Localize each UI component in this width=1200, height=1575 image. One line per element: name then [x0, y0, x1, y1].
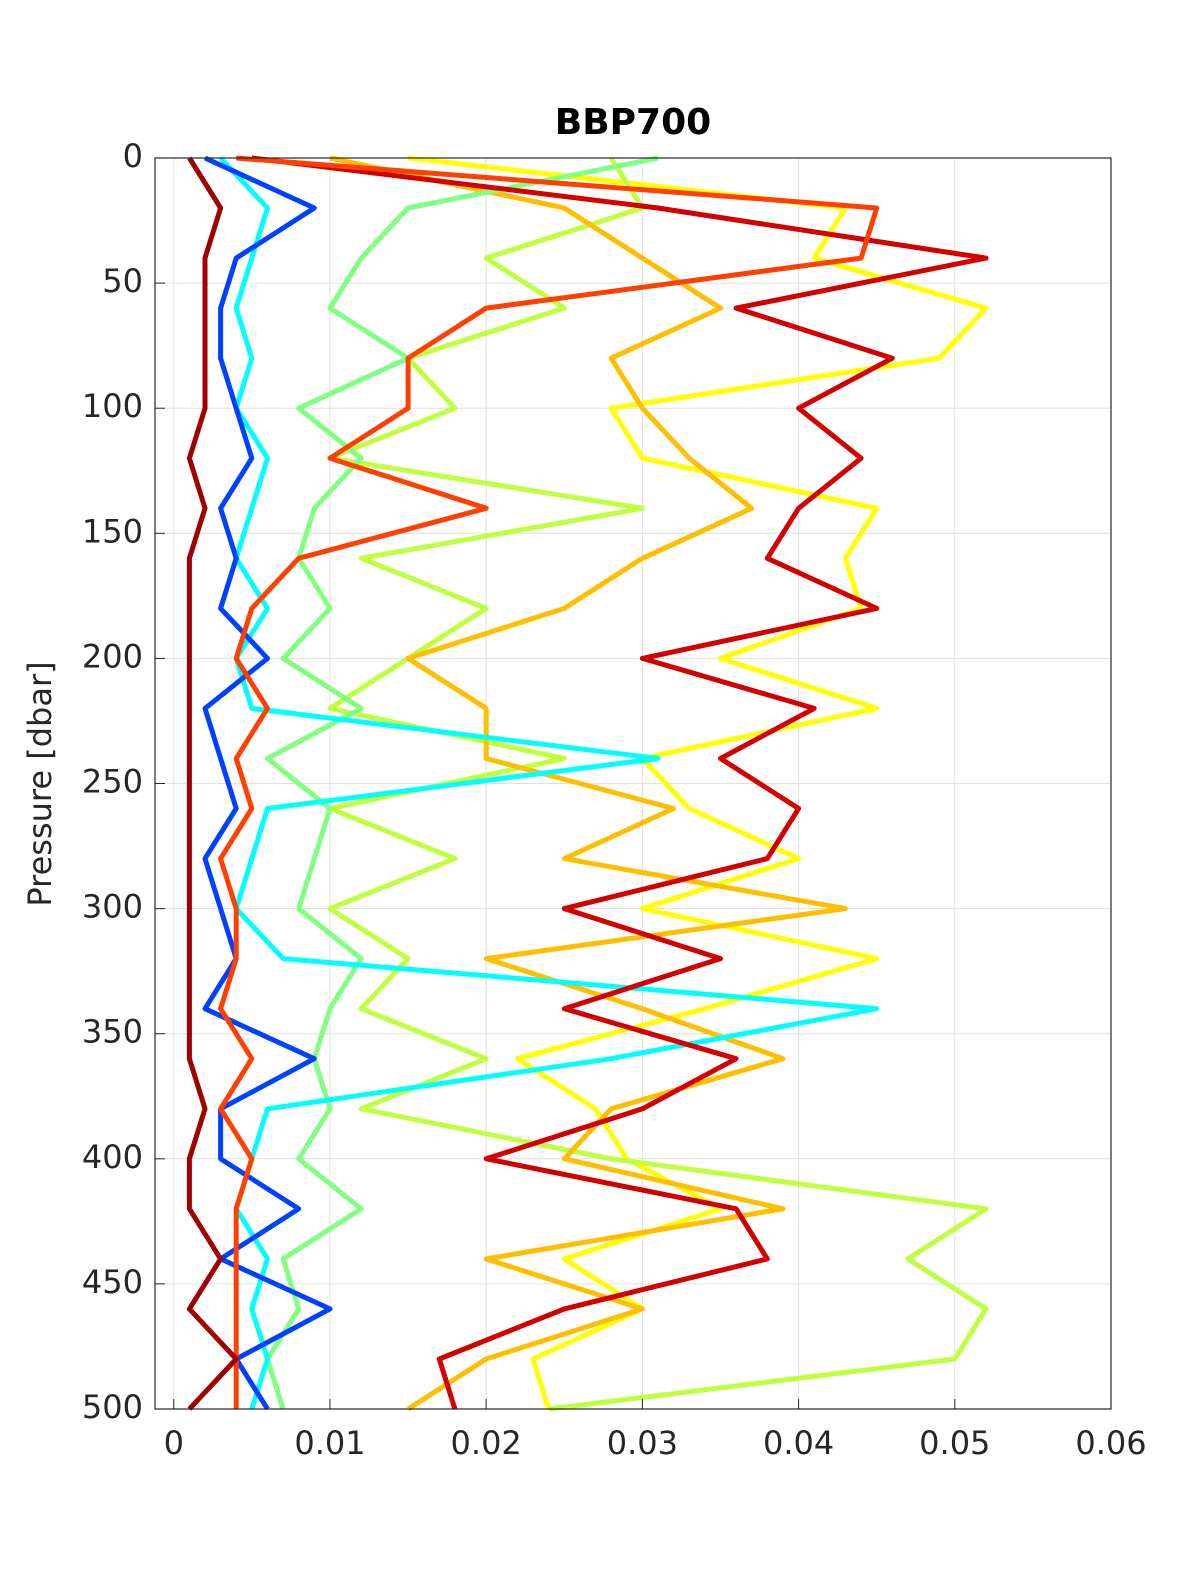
x-tick-label: 0 [164, 1424, 184, 1462]
y-tick-label: 150 [82, 512, 143, 550]
y-tick-label: 450 [82, 1263, 143, 1301]
y-tick-label: 0 [123, 137, 143, 175]
x-tick-label: 0.06 [1075, 1424, 1146, 1462]
x-tick-label: 0.03 [607, 1424, 678, 1462]
y-tick-label: 300 [82, 888, 143, 926]
profile-line [251, 155, 989, 1410]
y-tick-label: 100 [82, 387, 143, 425]
y-tick-label: 250 [82, 763, 143, 801]
y-tick-label: 350 [82, 1013, 143, 1051]
y-tick-label: 50 [102, 262, 143, 300]
profile-line [218, 155, 880, 1409]
profile-line [186, 156, 239, 1411]
profile-line [202, 155, 333, 1411]
y-tick-label: 400 [82, 1138, 143, 1176]
x-tick-label: 0.02 [451, 1424, 522, 1462]
profile-line [329, 155, 848, 1412]
chart-title: BBP700 [555, 102, 711, 143]
y-tick-label: 200 [82, 637, 143, 675]
x-tick-label: 0.04 [763, 1424, 834, 1462]
profile-line [265, 155, 659, 1410]
x-tick-label: 0.01 [294, 1424, 365, 1462]
y-tick-label: 500 [82, 1388, 143, 1426]
y-axis-label: Pressure [dbar] [21, 661, 59, 906]
x-tick-label: 0.05 [919, 1424, 990, 1462]
